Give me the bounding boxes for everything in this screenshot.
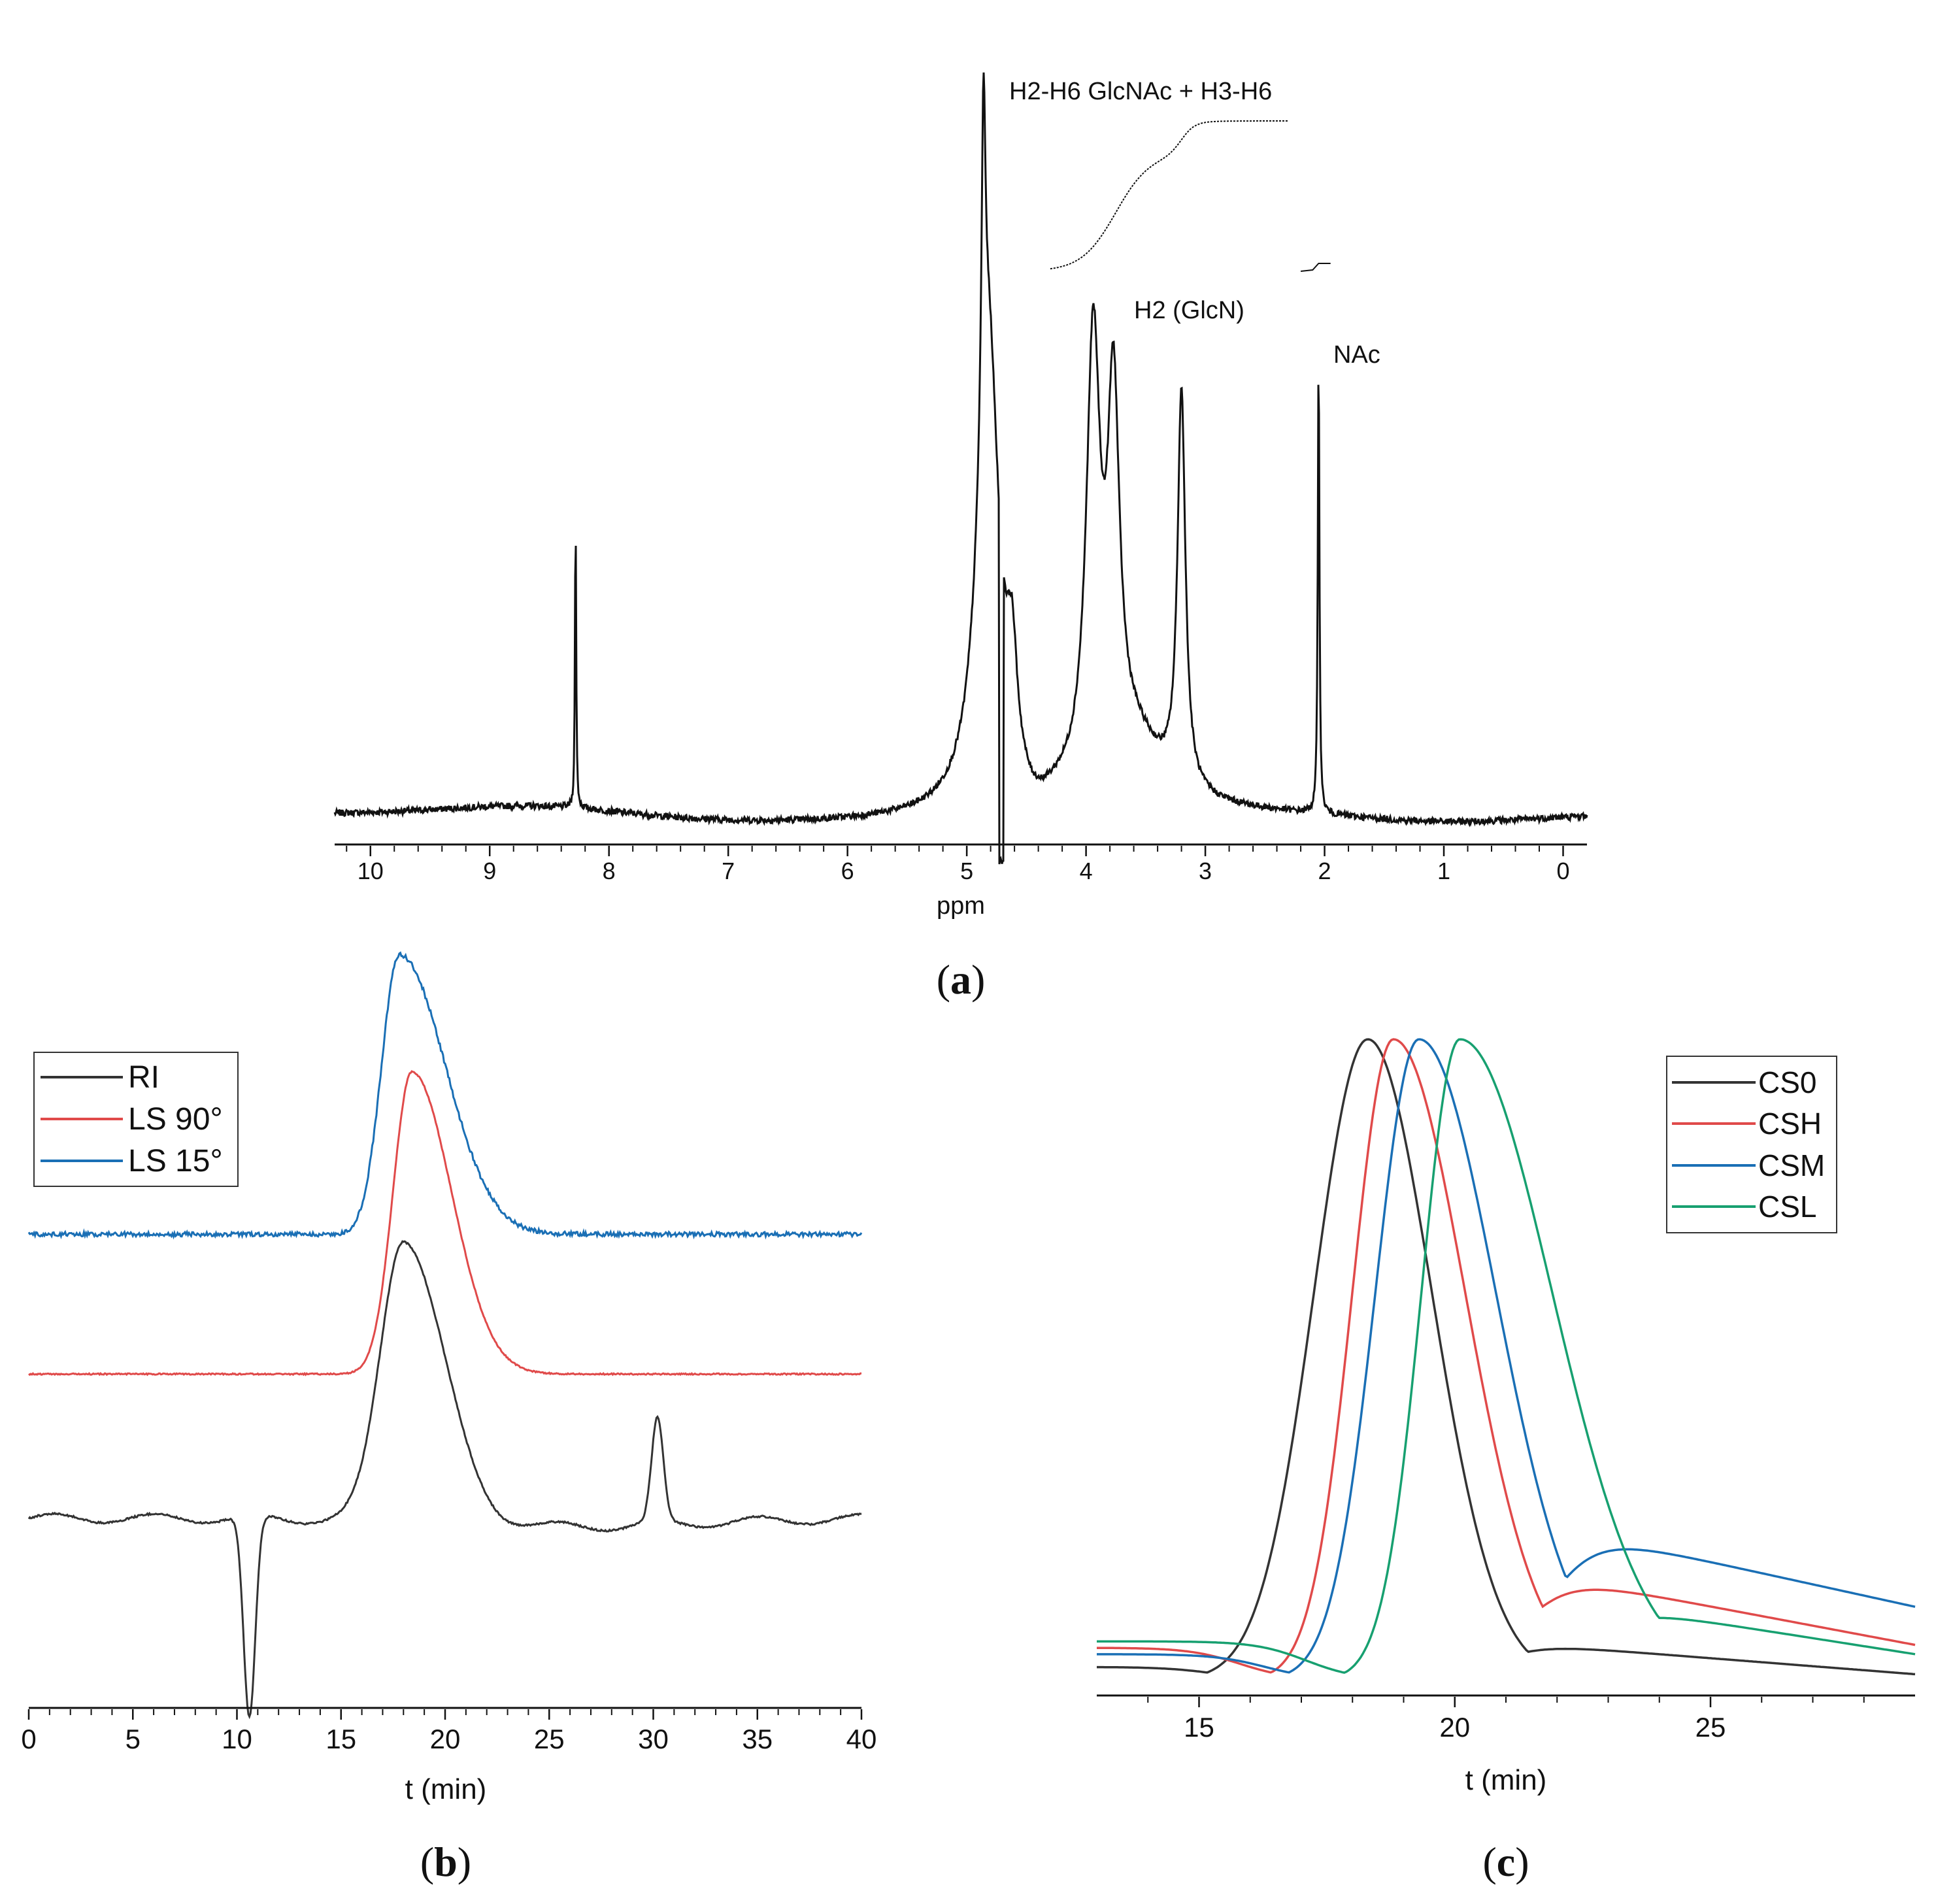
nmr-spectrum-panel: 10 9 8 7 6 5 4 3 2 1 0 ppm H2-H6 GlcNAc + H3-H6 H2…	[333, 72, 1588, 1003]
x-tick-label: 6	[841, 858, 854, 884]
x-tick-label: 20	[430, 1724, 461, 1754]
series-ri	[27, 1240, 862, 1720]
x-axis-ticks: 15 20 25	[1147, 1697, 1865, 1743]
x-tick-label: 25	[534, 1724, 565, 1754]
x-tick-label: 5	[125, 1724, 141, 1754]
x-axis-ticks: 10 9 8 7 6 5 4 3 2 1 0	[346, 846, 1570, 884]
x-tick-label: 30	[638, 1724, 669, 1754]
x-tick-label: 25	[1695, 1712, 1726, 1743]
legend-label-ri: RI	[128, 1060, 159, 1095]
legend-label-csm: CSM	[1758, 1148, 1825, 1182]
integral-curve-nac	[1300, 263, 1331, 272]
x-tick-label: 8	[603, 858, 616, 884]
x-tick-label: 10	[222, 1724, 252, 1754]
integral-curve-sugar	[1050, 120, 1289, 270]
sec-chromatogram-panel: 0 5 10 15 20 25 30 35 40 t (min) RI LS 90° LS 15…	[21, 951, 876, 1885]
panel-c-label: (c)	[1482, 1839, 1529, 1885]
x-tick-label: 2	[1318, 858, 1331, 884]
series-cs0	[1097, 1038, 1916, 1676]
panel-a-label: (a)	[937, 956, 986, 1003]
legend: RI LS 90° LS 15°	[33, 1052, 239, 1187]
x-axis-label: t (min)	[405, 1773, 487, 1805]
series-ls-15	[27, 951, 863, 1240]
sec-comparison-panel: 15 20 25 t (min) CS0 CSH CSM CSL (c)	[1097, 1038, 1916, 1885]
series-csh	[1097, 1038, 1916, 1674]
annotation-sugar-region: H2-H6 GlcNAc + H3-H6	[1009, 78, 1272, 105]
legend-label-csh: CSH	[1758, 1107, 1822, 1141]
legend-label-cs0: CS0	[1758, 1065, 1816, 1099]
x-tick-label: 0	[21, 1724, 36, 1754]
series-ls-90	[28, 1070, 862, 1377]
x-axis-label: t (min)	[1465, 1764, 1547, 1796]
x-tick-label: 3	[1199, 858, 1212, 884]
x-tick-label: 7	[722, 858, 735, 884]
panel-b-label: (b)	[420, 1839, 471, 1885]
annotation-nac: NAc	[1333, 341, 1380, 369]
legend-label-ls15: LS 15°	[128, 1144, 223, 1178]
x-tick-label: 4	[1080, 858, 1093, 884]
series-csl	[1097, 1038, 1916, 1674]
legend-box	[1666, 1056, 1837, 1233]
x-tick-label: 15	[325, 1724, 356, 1754]
x-axis-label: ppm	[937, 892, 985, 920]
x-tick-label: 10	[358, 858, 384, 884]
x-tick-label: 15	[1184, 1712, 1214, 1743]
x-tick-label: 1	[1437, 858, 1450, 884]
nmr-spectrum-trace	[333, 72, 1588, 865]
x-axis-ticks: 0 5 10 15 20 25 30 35 40	[21, 1709, 876, 1754]
series-csm	[1097, 1038, 1916, 1674]
x-tick-label: 9	[483, 858, 496, 884]
x-tick-label: 20	[1439, 1712, 1470, 1743]
x-tick-label: 5	[960, 858, 973, 884]
legend-label-ls90: LS 90°	[128, 1102, 223, 1137]
legend: CS0 CSH CSM CSL	[1666, 1056, 1837, 1233]
legend-label-csl: CSL	[1758, 1190, 1816, 1224]
annotation-h2-glcn: H2 (GlcN)	[1134, 297, 1244, 324]
x-tick-label: 40	[846, 1724, 877, 1754]
x-tick-label: 0	[1556, 858, 1569, 884]
x-tick-label: 35	[742, 1724, 773, 1754]
